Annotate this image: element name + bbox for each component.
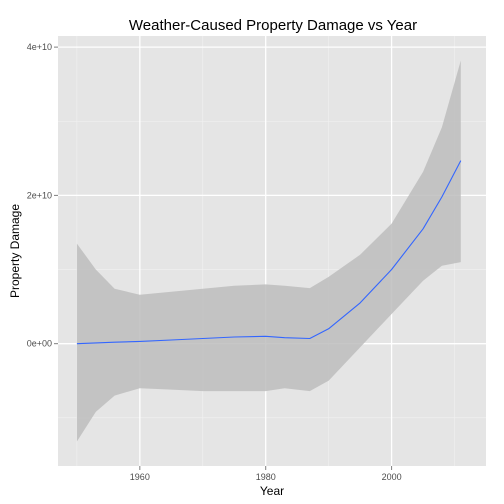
x-tick-label: 1960 [130, 472, 150, 482]
x-axis-title: Year [260, 484, 284, 498]
y-axis-title: Property Damage [8, 204, 22, 298]
axis-ticks: 1960 1980 2000 0e+00 2e+10 4e+10 [27, 42, 402, 482]
confidence-ribbon [76, 60, 461, 442]
x-tick-label: 2000 [382, 472, 402, 482]
x-tick-label: 1980 [256, 472, 276, 482]
y-tick-label: 0e+00 [27, 339, 52, 349]
trend-line [76, 160, 462, 345]
y-tick-label: 4e+10 [27, 42, 52, 52]
chart-title: Weather-Caused Property Damage vs Year [129, 17, 417, 34]
confidence-band [76, 60, 461, 442]
y-tick-label: 2e+10 [27, 190, 52, 200]
series-line [76, 160, 462, 345]
